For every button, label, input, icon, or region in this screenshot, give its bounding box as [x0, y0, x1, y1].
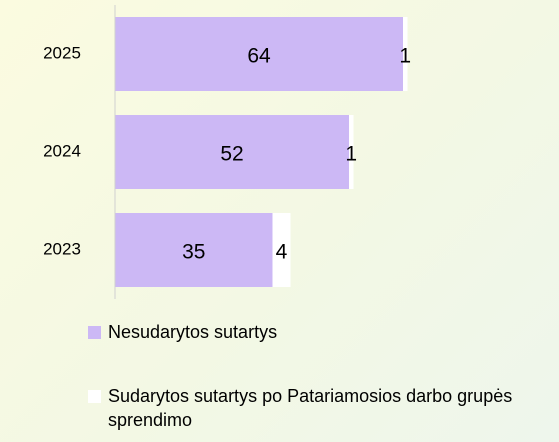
legend-swatch [88, 326, 101, 339]
legend-swatch [88, 390, 101, 403]
data-label: 1 [345, 143, 357, 166]
legend-label: Nesudarytos sutartys [108, 322, 278, 342]
data-label: 35 [182, 241, 205, 264]
chart: 2025 64 1 2024 52 1 2023 35 4 [43, 5, 411, 299]
bar-segment [349, 115, 354, 189]
data-label: 1 [399, 45, 411, 68]
bar-segment [115, 213, 273, 287]
bar-segment [272, 213, 291, 287]
legend-item: Nesudarytos sutartys [88, 320, 538, 344]
legend-item: Sudarytos sutartys po Patariamosios darb… [88, 384, 538, 432]
legend-label: Sudarytos sutartys po Patariamosios darb… [108, 386, 513, 430]
bar-segment [115, 115, 349, 189]
y-tick-label: 2023 [43, 239, 81, 258]
data-label: 52 [220, 143, 243, 166]
data-label: 64 [247, 45, 271, 68]
data-label: 4 [276, 241, 288, 264]
y-tick-label: 2024 [43, 141, 81, 160]
bar-segment [115, 17, 403, 91]
bar-segment [403, 17, 408, 91]
y-tick-label: 2025 [43, 43, 81, 62]
